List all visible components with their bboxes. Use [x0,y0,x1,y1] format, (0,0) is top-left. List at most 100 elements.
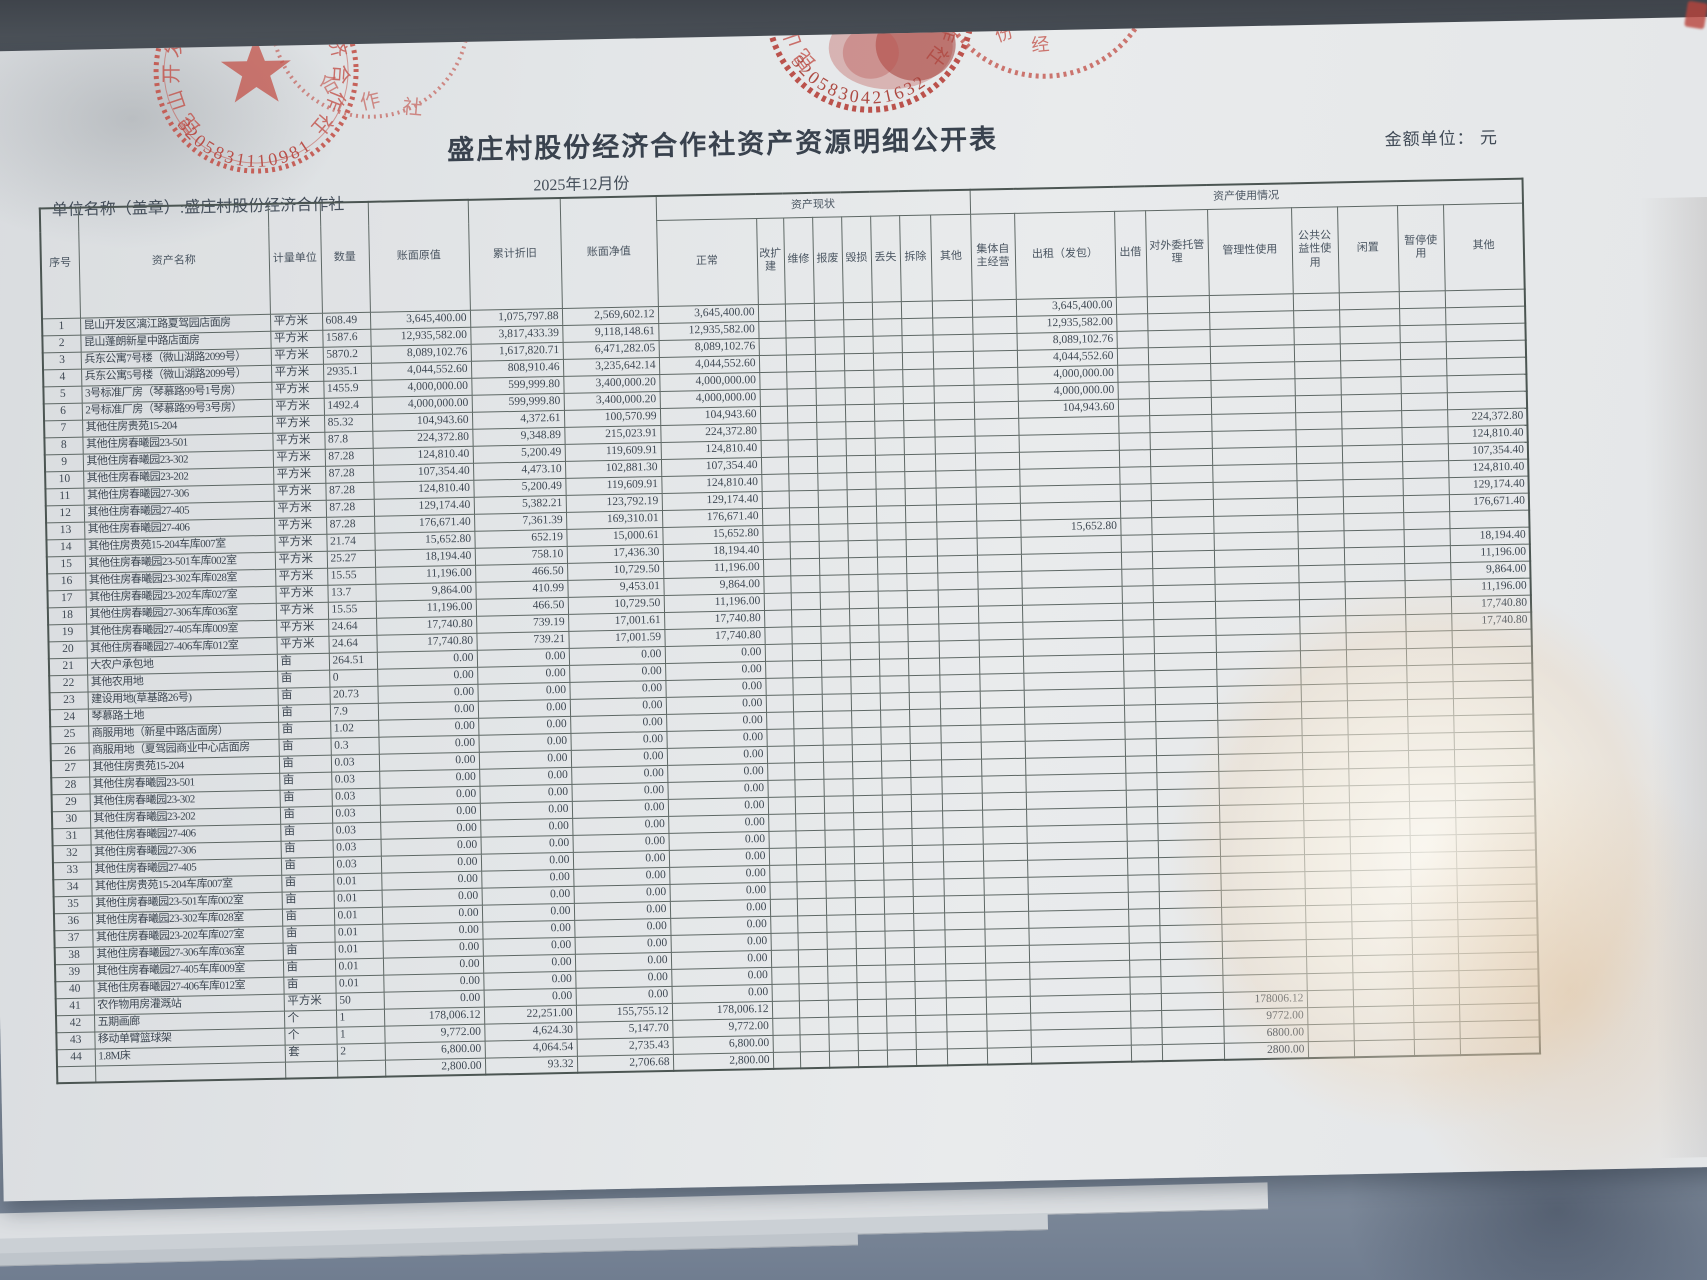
table-cell: 20.73 [329,685,378,704]
table-cell [1343,529,1404,548]
table-cell [913,946,946,965]
table-cell: 119,609.91 [564,442,661,461]
table-cell: 0.00 [480,817,573,837]
table-cell [1212,463,1297,482]
table-cell: 24.64 [328,634,377,653]
table-cell [1019,483,1120,503]
table-cell [854,896,885,915]
table-cell [772,1017,800,1035]
table-cell: 亩 [278,754,332,773]
table-cell [1456,866,1537,886]
table-cell [758,337,786,356]
table-cell [880,726,910,744]
table-cell [823,778,853,796]
table-cell: 124,810.40 [661,473,762,493]
table-cell: 0.01 [334,940,383,959]
col-header-damaged: 毁损 [841,215,872,303]
table-cell [825,863,855,881]
table-cell: 129,174.40 [1448,475,1529,495]
table-cell: 0.00 [481,885,574,905]
table-cell: 0.00 [667,796,769,816]
table-cell [849,624,879,643]
table-cell [932,333,973,352]
table-cell: 2 [42,334,81,353]
table-cell [940,741,982,760]
table-cell [937,588,978,607]
table-cell: 7 [44,419,83,438]
table-cell: 平方米 [276,635,329,654]
table-cell [1212,480,1297,499]
table-cell: 29 [51,793,90,812]
table-cell: 3,645,400.00 [1015,296,1117,316]
table-cell [789,523,819,542]
table-cell [915,1048,948,1067]
table-cell [979,672,1024,691]
table-cell [877,607,908,625]
table-cell: 30 [51,810,91,829]
table-cell [981,774,1026,793]
table-cell [934,452,976,471]
col-header-public-welfare-use: 公共公益性使用 [1291,206,1339,294]
table-cell [973,400,1019,419]
table-cell [885,998,916,1016]
table-cell [1407,715,1454,734]
table-cell [854,879,884,898]
table-cell [1350,852,1411,871]
table-cell: 11,196.00 [1449,543,1531,563]
table-cell [851,709,881,728]
table-cell: 17,740.80 [664,626,765,646]
table-cell [941,758,982,777]
table-cell: 11,196.00 [663,592,764,612]
table-cell: 107,354.40 [660,456,762,477]
table-cell [984,910,1029,929]
table-cell [1126,806,1158,824]
table-cell: 178,006.12 [383,1006,485,1026]
table-cell [1459,1002,1540,1022]
table-cell [791,625,821,644]
table-cell [1222,956,1307,975]
table-cell [1304,887,1352,906]
table-cell: 87.28 [325,498,375,517]
table-cell [1124,738,1156,756]
table-cell: 123,792.19 [565,492,662,512]
table-cell: 608.49 [321,311,371,330]
table-cell [976,519,1021,538]
table-cell [1446,373,1527,393]
table-cell [793,727,823,746]
table-cell: 11,196.00 [662,558,764,578]
table-cell: 224,372.80 [372,428,473,448]
table-cell: 1.02 [330,719,379,738]
table-cell [1149,413,1212,433]
table-cell [1458,985,1540,1005]
table-cell [1029,959,1130,979]
table-cell: 15.55 [327,600,377,619]
table-cell: 8,089,102.76 [370,343,471,363]
seal-center-org-text: 昆山开发区盛庄村股份经济合作社 [775,17,966,77]
table-cell [984,944,1030,963]
table-cell [935,469,976,488]
table-cell: 0.00 [381,904,483,924]
table-cell [1298,581,1345,600]
table-cell [1413,1021,1460,1040]
table-cell [1157,804,1220,824]
table-cell: 4,372.61 [471,409,565,429]
table-cell [795,829,825,848]
table-cell [1452,696,1534,716]
table-cell: 124,810.40 [1447,424,1528,444]
table-cell: 3,817,433.39 [470,324,563,344]
table-cell [907,657,940,676]
table-cell [1021,568,1122,588]
table-cell [938,622,979,641]
table-cell [820,625,850,643]
table-cell: 平方米 [270,329,323,348]
table-cell [1403,511,1450,530]
table-cell [853,828,883,847]
table-cell [852,794,883,813]
table-cell [760,439,788,457]
table-cell [1018,432,1119,452]
table-cell [844,386,874,405]
table-cell [799,1050,830,1069]
table-cell [1217,752,1303,771]
table-cell: 32 [52,844,91,863]
table-cell [818,523,848,541]
